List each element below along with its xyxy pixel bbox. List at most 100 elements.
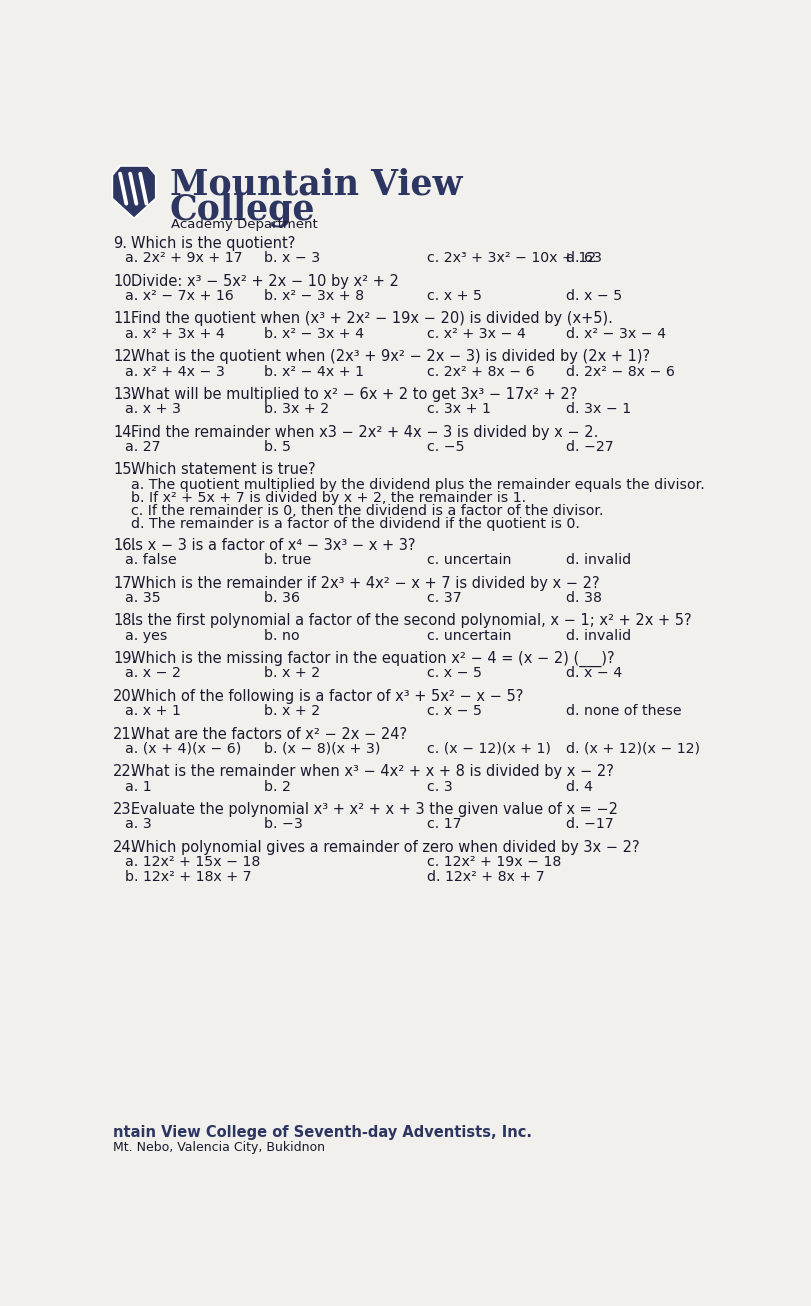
Text: c. −5: c. −5 bbox=[427, 440, 464, 454]
Text: c. 3: c. 3 bbox=[427, 780, 453, 794]
Text: c. x + 5: c. x + 5 bbox=[427, 289, 482, 303]
Text: c. 2x³ + 3x² − 10x + 12: c. 2x³ + 3x² − 10x + 12 bbox=[427, 252, 595, 265]
Text: 16.: 16. bbox=[113, 538, 136, 552]
Text: Which is the quotient?: Which is the quotient? bbox=[131, 236, 295, 251]
Text: a. x² + 3x + 4: a. x² + 3x + 4 bbox=[125, 326, 225, 341]
Polygon shape bbox=[112, 166, 156, 218]
Text: a. x² + 4x − 3: a. x² + 4x − 3 bbox=[125, 364, 225, 379]
Text: c. x² + 3x − 4: c. x² + 3x − 4 bbox=[427, 326, 526, 341]
Text: ntain View College of Seventh-day Adventists, Inc.: ntain View College of Seventh-day Advent… bbox=[113, 1126, 531, 1140]
Text: a. x − 2: a. x − 2 bbox=[125, 666, 180, 680]
Text: What is the remainder when x³ − 4x² + x + 8 is divided by x − 2?: What is the remainder when x³ − 4x² + x … bbox=[131, 764, 613, 780]
Text: d. 4: d. 4 bbox=[566, 780, 593, 794]
Text: 14.: 14. bbox=[113, 424, 136, 440]
Text: a. 35: a. 35 bbox=[125, 592, 161, 605]
Text: a. 2x² + 9x + 17: a. 2x² + 9x + 17 bbox=[125, 252, 242, 265]
Text: 20.: 20. bbox=[113, 688, 136, 704]
Text: 15.: 15. bbox=[113, 462, 136, 478]
Text: d. invalid: d. invalid bbox=[566, 628, 631, 643]
Text: a. false: a. false bbox=[125, 554, 176, 567]
Text: b. x − 3: b. x − 3 bbox=[264, 252, 320, 265]
Text: c. 2x² + 8x − 6: c. 2x² + 8x − 6 bbox=[427, 364, 534, 379]
Text: Which statement is true?: Which statement is true? bbox=[131, 462, 315, 478]
Text: 18.: 18. bbox=[113, 614, 136, 628]
Text: 11.: 11. bbox=[113, 312, 136, 326]
Text: a. (x + 4)(x − 6): a. (x + 4)(x − 6) bbox=[125, 742, 241, 756]
Text: Is x − 3 is a factor of x⁴ − 3x³ − x + 3?: Is x − 3 is a factor of x⁴ − 3x³ − x + 3… bbox=[131, 538, 415, 552]
Text: a. x + 3: a. x + 3 bbox=[125, 402, 181, 417]
Text: Which of the following is a factor of x³ + 5x² − x − 5?: Which of the following is a factor of x³… bbox=[131, 688, 522, 704]
Text: b. −3: b. −3 bbox=[264, 818, 303, 832]
Text: 17.: 17. bbox=[113, 576, 136, 590]
Text: b. x² − 3x + 8: b. x² − 3x + 8 bbox=[264, 289, 364, 303]
Text: Mt. Nebo, Valencia City, Bukidnon: Mt. Nebo, Valencia City, Bukidnon bbox=[113, 1140, 324, 1153]
Text: c. (x − 12)(x + 1): c. (x − 12)(x + 1) bbox=[427, 742, 550, 756]
Text: a. The quotient multiplied by the dividend plus the remainder equals the divisor: a. The quotient multiplied by the divide… bbox=[131, 478, 704, 492]
Text: b. (x − 8)(x + 3): b. (x − 8)(x + 3) bbox=[264, 742, 380, 756]
Text: d. invalid: d. invalid bbox=[566, 554, 631, 567]
Text: b. 3x + 2: b. 3x + 2 bbox=[264, 402, 329, 417]
Text: a. 1: a. 1 bbox=[125, 780, 151, 794]
Text: c. uncertain: c. uncertain bbox=[427, 554, 511, 567]
Text: 23.: 23. bbox=[113, 802, 136, 818]
Text: c. 37: c. 37 bbox=[427, 592, 461, 605]
Text: 24.: 24. bbox=[113, 840, 136, 854]
Text: Find the quotient when (x³ + 2x² − 19x − 20) is divided by (x+5).: Find the quotient when (x³ + 2x² − 19x −… bbox=[131, 312, 612, 326]
Text: a. x² − 7x + 16: a. x² − 7x + 16 bbox=[125, 289, 234, 303]
Text: 21.: 21. bbox=[113, 726, 136, 742]
Text: b. x + 2: b. x + 2 bbox=[264, 704, 320, 718]
Text: b. 36: b. 36 bbox=[264, 592, 300, 605]
Text: Is the first polynomial a factor of the second polynomial, x − 1; x² + 2x + 5?: Is the first polynomial a factor of the … bbox=[131, 614, 691, 628]
Text: d. 38: d. 38 bbox=[566, 592, 602, 605]
Text: a. 12x² + 15x − 18: a. 12x² + 15x − 18 bbox=[125, 855, 260, 868]
Text: b. 12x² + 18x + 7: b. 12x² + 18x + 7 bbox=[125, 870, 251, 884]
Text: 19.: 19. bbox=[113, 652, 136, 666]
Text: b. If x² + 5x + 7 is divided by x + 2, the remainder is 1.: b. If x² + 5x + 7 is divided by x + 2, t… bbox=[131, 491, 526, 505]
Text: 10.: 10. bbox=[113, 274, 136, 289]
Text: d. 3x − 1: d. 3x − 1 bbox=[566, 402, 631, 417]
Text: b. true: b. true bbox=[264, 554, 311, 567]
Text: b. 5: b. 5 bbox=[264, 440, 291, 454]
Text: College: College bbox=[169, 192, 315, 227]
Text: Mountain View: Mountain View bbox=[169, 167, 461, 201]
Text: 12.: 12. bbox=[113, 349, 136, 364]
Text: Which is the missing factor in the equation x² − 4 = (x − 2) (___)?: Which is the missing factor in the equat… bbox=[131, 652, 614, 667]
Text: c. uncertain: c. uncertain bbox=[427, 628, 511, 643]
Text: 13.: 13. bbox=[113, 387, 136, 402]
Text: d. (x + 12)(x − 12): d. (x + 12)(x − 12) bbox=[566, 742, 700, 756]
Text: c. 12x² + 19x − 18: c. 12x² + 19x − 18 bbox=[427, 855, 560, 868]
Text: d. −17: d. −17 bbox=[566, 818, 613, 832]
Text: Which polynomial gives a remainder of zero when divided by 3x − 2?: Which polynomial gives a remainder of ze… bbox=[131, 840, 639, 854]
Text: Find the remainder when x3 − 2x² + 4x − 3 is divided by x − 2.: Find the remainder when x3 − 2x² + 4x − … bbox=[131, 424, 598, 440]
Text: d. x − 5: d. x − 5 bbox=[566, 289, 622, 303]
Text: d. 12x² + 8x + 7: d. 12x² + 8x + 7 bbox=[427, 870, 544, 884]
Text: b. x + 2: b. x + 2 bbox=[264, 666, 320, 680]
Text: c. x − 5: c. x − 5 bbox=[427, 704, 482, 718]
Text: Evaluate the polynomial x³ + x² + x + 3 the given value of x = −2: Evaluate the polynomial x³ + x² + x + 3 … bbox=[131, 802, 617, 818]
Text: What will be multiplied to x² − 6x + 2 to get 3x³ − 17x² + 2?: What will be multiplied to x² − 6x + 2 t… bbox=[131, 387, 577, 402]
Text: b. no: b. no bbox=[264, 628, 299, 643]
Text: What is the quotient when (2x³ + 9x² − 2x − 3) is divided by (2x + 1)?: What is the quotient when (2x³ + 9x² − 2… bbox=[131, 349, 650, 364]
Text: b. 2: b. 2 bbox=[264, 780, 291, 794]
Text: d. x² − 3x − 4: d. x² − 3x − 4 bbox=[566, 326, 666, 341]
Text: d. 2x² − 8x − 6: d. 2x² − 8x − 6 bbox=[566, 364, 675, 379]
Text: d. 63: d. 63 bbox=[566, 252, 602, 265]
Text: d. x − 4: d. x − 4 bbox=[566, 666, 622, 680]
Text: c. 17: c. 17 bbox=[427, 818, 461, 832]
Text: d. −27: d. −27 bbox=[566, 440, 613, 454]
Text: Academy Department: Academy Department bbox=[171, 218, 318, 231]
Text: 9.: 9. bbox=[113, 236, 127, 251]
Text: 22.: 22. bbox=[113, 764, 136, 780]
Text: d. The remainder is a factor of the dividend if the quotient is 0.: d. The remainder is a factor of the divi… bbox=[131, 517, 579, 532]
Text: a. x + 1: a. x + 1 bbox=[125, 704, 180, 718]
Text: b. x² − 3x + 4: b. x² − 3x + 4 bbox=[264, 326, 364, 341]
Text: a. 27: a. 27 bbox=[125, 440, 161, 454]
Text: Divide: x³ − 5x² + 2x − 10 by x² + 2: Divide: x³ − 5x² + 2x − 10 by x² + 2 bbox=[131, 274, 398, 289]
Text: c. If the remainder is 0, then the dividend is a factor of the divisor.: c. If the remainder is 0, then the divid… bbox=[131, 504, 603, 518]
Text: a. 3: a. 3 bbox=[125, 818, 152, 832]
Text: a. yes: a. yes bbox=[125, 628, 167, 643]
Text: c. 3x + 1: c. 3x + 1 bbox=[427, 402, 491, 417]
Text: b. x² − 4x + 1: b. x² − 4x + 1 bbox=[264, 364, 364, 379]
Text: Which is the remainder if 2x³ + 4x² − x + 7 is divided by x − 2?: Which is the remainder if 2x³ + 4x² − x … bbox=[131, 576, 599, 590]
Text: What are the factors of x² − 2x − 24?: What are the factors of x² − 2x − 24? bbox=[131, 726, 406, 742]
